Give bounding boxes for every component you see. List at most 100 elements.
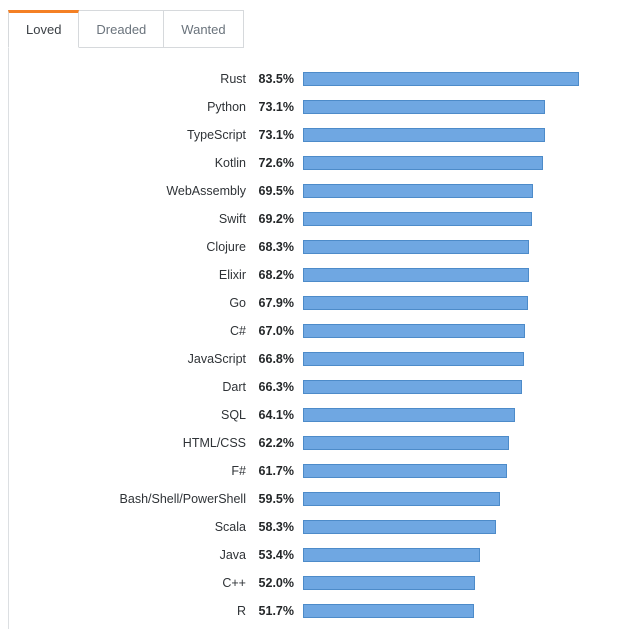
bar-track: [303, 491, 634, 507]
chart-row: Swift 69.2%: [9, 205, 634, 233]
bar-value: 72.6%: [258, 156, 294, 170]
bar-label: Rust: [220, 72, 246, 86]
bar-value: 66.8%: [258, 352, 294, 366]
bar-value: 58.3%: [258, 520, 294, 534]
chart-row: Go 67.9%: [9, 289, 634, 317]
bar-label: Clojure: [206, 240, 246, 254]
chart-row: JavaScript 66.8%: [9, 345, 634, 373]
bar-label: R: [236, 604, 246, 618]
tab-bar: Loved Dreaded Wanted: [8, 10, 244, 48]
bar-value: 62.2%: [258, 436, 294, 450]
chart-row: Rust 83.5%: [9, 65, 634, 93]
bar-value: 61.7%: [258, 464, 294, 478]
bar-track: [303, 351, 634, 367]
bar-track: [303, 183, 634, 199]
bar-value: 73.1%: [258, 128, 294, 142]
bar-value: 67.9%: [258, 296, 294, 310]
chart: Rust 83.5% Python 73.1% TypeScript 73.1%…: [9, 48, 640, 625]
bar: [303, 128, 545, 142]
bar-value: 53.4%: [258, 548, 294, 562]
bar: [303, 296, 528, 310]
chart-row: Clojure 68.3%: [9, 233, 634, 261]
bar: [303, 100, 545, 114]
bar-value: 68.2%: [258, 268, 294, 282]
bar: [303, 548, 480, 562]
chart-row: Elixir 68.2%: [9, 261, 634, 289]
bar-track: [303, 127, 634, 143]
bar-label: HTML/CSS: [182, 436, 246, 450]
bar: [303, 268, 529, 282]
bar-track: [303, 99, 634, 115]
bar-track: [303, 547, 634, 563]
bar: [303, 184, 534, 198]
bar-track: [303, 239, 634, 255]
chart-row: WebAssembly 69.5%: [9, 177, 634, 205]
bar-track: [303, 267, 634, 283]
bar: [303, 576, 476, 590]
bar-value: 68.3%: [258, 240, 294, 254]
bar-value: 69.2%: [258, 212, 294, 226]
bar-label: Bash/Shell/PowerShell: [119, 492, 246, 506]
bar-label: JavaScript: [187, 352, 246, 366]
bar-track: [303, 379, 634, 395]
bar: [303, 380, 523, 394]
bar-label: Dart: [222, 380, 246, 394]
chart-row: Scala 58.3%: [9, 513, 634, 541]
bar-track: [303, 295, 634, 311]
bar-label: Elixir: [218, 268, 246, 282]
bar-label: Python: [207, 100, 246, 114]
bar-track: [303, 155, 634, 171]
bar: [303, 352, 525, 366]
bar-track: [303, 323, 634, 339]
bar: [303, 492, 500, 506]
bar-value: 69.5%: [258, 184, 294, 198]
bar-track: [303, 71, 634, 87]
bar-track: [303, 407, 634, 423]
bar: [303, 212, 533, 226]
chart-row: Kotlin 72.6%: [9, 149, 634, 177]
bar-label: F#: [231, 464, 246, 478]
chart-row: HTML/CSS 62.2%: [9, 429, 634, 457]
bar-value: 64.1%: [258, 408, 294, 422]
tab-loved[interactable]: Loved: [8, 10, 80, 48]
chart-row: C# 67.0%: [9, 317, 634, 345]
bar-value: 67.0%: [258, 324, 294, 338]
chart-row: TypeScript 73.1%: [9, 121, 634, 149]
bar-label: Java: [219, 548, 246, 562]
bar-value: 52.0%: [258, 576, 294, 590]
survey-panel: Loved Dreaded Wanted Rust 83.5% Python 73.…: [8, 10, 640, 629]
bar-value: 83.5%: [258, 72, 294, 86]
tab-wanted[interactable]: Wanted: [164, 10, 244, 48]
bar: [303, 464, 508, 478]
chart-row: C++ 52.0%: [9, 569, 634, 597]
tab-dreaded[interactable]: Dreaded: [79, 10, 165, 48]
bar-track: [303, 435, 634, 451]
bar: [303, 604, 475, 618]
bar-value: 66.3%: [258, 380, 294, 394]
bar: [303, 436, 509, 450]
bar-label: Swift: [218, 212, 246, 226]
bar-label: Kotlin: [214, 156, 246, 170]
bar-label: C#: [230, 324, 246, 338]
bar-label: WebAssembly: [166, 184, 246, 198]
bar-track: [303, 575, 634, 591]
bar-track: [303, 211, 634, 227]
bar-label: SQL: [220, 408, 246, 422]
chart-row: SQL 64.1%: [9, 401, 634, 429]
bar-value: 73.1%: [258, 100, 294, 114]
bar-label: TypeScript: [186, 128, 246, 142]
bar: [303, 324, 525, 338]
bar-label: Go: [229, 296, 246, 310]
bar-track: [303, 463, 634, 479]
bar-track: [303, 603, 634, 619]
chart-row: R 51.7%: [9, 597, 634, 625]
chart-row: Dart 66.3%: [9, 373, 634, 401]
bar-label: Scala: [214, 520, 246, 534]
bar-value: 51.7%: [258, 604, 294, 618]
bar: [303, 520, 496, 534]
bar: [303, 72, 580, 86]
bar: [303, 156, 544, 170]
bar: [303, 240, 530, 254]
bar: [303, 408, 516, 422]
chart-row: F# 61.7%: [9, 457, 634, 485]
